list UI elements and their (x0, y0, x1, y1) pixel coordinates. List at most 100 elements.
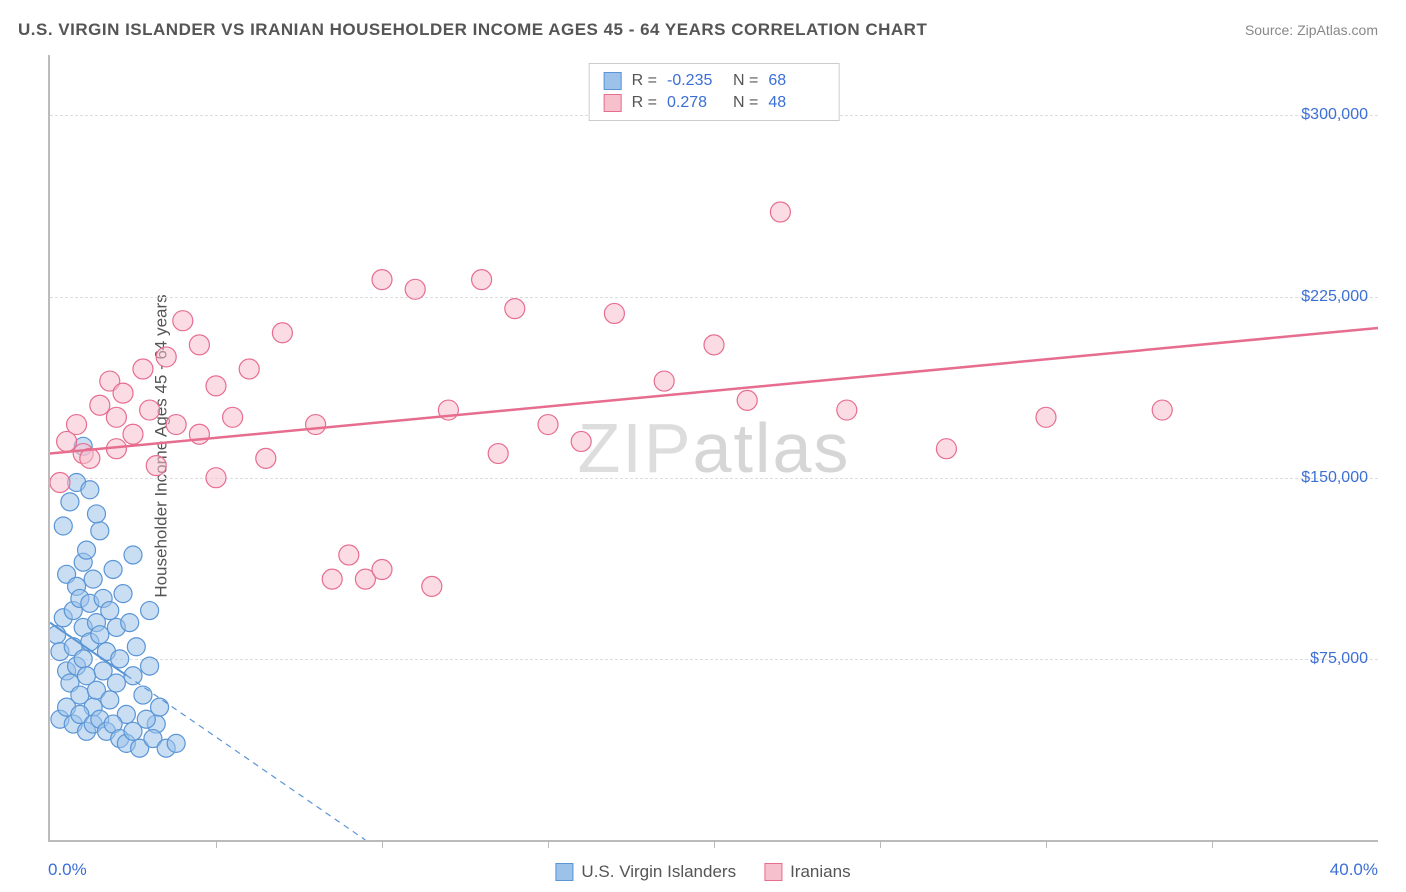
data-point (104, 715, 122, 733)
data-point (81, 633, 99, 651)
source-link[interactable]: ZipAtlas.com (1297, 22, 1378, 38)
x-axis-min-label: 0.0% (48, 860, 87, 880)
data-point (339, 545, 359, 565)
data-point (91, 710, 109, 728)
data-point (64, 602, 82, 620)
data-point (124, 722, 142, 740)
data-point (438, 400, 458, 420)
data-point (770, 202, 790, 222)
data-point (123, 424, 143, 444)
data-point (80, 448, 100, 468)
data-point (571, 431, 591, 451)
data-point (68, 577, 86, 595)
data-point (223, 407, 243, 427)
data-point (189, 424, 209, 444)
y-tick-label: $300,000 (1301, 106, 1368, 124)
data-point (166, 415, 186, 435)
data-point (147, 715, 165, 733)
data-point (137, 710, 155, 728)
data-point (84, 570, 102, 588)
data-point (51, 710, 69, 728)
correlation-legend: R = -0.235 N = 68 R =0.278N =48 (589, 63, 840, 121)
data-point (704, 335, 724, 355)
data-point (654, 371, 674, 391)
legend-swatch (555, 863, 573, 881)
gridline-h (50, 478, 1378, 479)
legend-r-value: -0.235 (667, 72, 723, 90)
gridline-h (50, 659, 1378, 660)
data-point (306, 415, 326, 435)
y-tick-label: $150,000 (1301, 469, 1368, 487)
legend-n-label: N = (733, 72, 758, 90)
data-point (124, 546, 142, 564)
legend-swatch (604, 94, 622, 112)
legend-item: Iranians (764, 862, 850, 882)
source-label: Source: (1245, 22, 1293, 38)
legend-item: U.S. Virgin Islanders (555, 862, 736, 882)
data-point (156, 347, 176, 367)
data-point (151, 698, 169, 716)
data-point (54, 609, 72, 627)
data-point (140, 400, 160, 420)
data-point (355, 569, 375, 589)
data-point (114, 585, 132, 603)
data-point (68, 474, 86, 492)
data-point (101, 691, 119, 709)
y-tick-label: $225,000 (1301, 288, 1368, 306)
data-point (189, 335, 209, 355)
data-point (64, 715, 82, 733)
data-point (117, 705, 135, 723)
legend-row: R =0.278N =48 (604, 92, 825, 114)
source-attribution: Source: ZipAtlas.com (1245, 22, 1378, 38)
data-point (144, 730, 162, 748)
data-point (58, 662, 76, 680)
legend-row: R = -0.235 N = 68 (604, 70, 825, 92)
data-point (71, 686, 89, 704)
legend-n-value: 68 (768, 72, 824, 90)
data-point (737, 390, 757, 410)
watermark-text: ZIPatlas (578, 408, 851, 488)
data-point (422, 576, 442, 596)
gridline-h (50, 297, 1378, 298)
data-point (74, 553, 92, 571)
data-point (78, 667, 96, 685)
scatter-plot-svg (50, 55, 1378, 840)
data-point (106, 439, 126, 459)
legend-r-label: R = (632, 72, 657, 90)
data-point (256, 448, 276, 468)
data-point (372, 270, 392, 290)
data-point (74, 618, 92, 636)
trend-line (50, 623, 126, 676)
data-point (64, 638, 82, 656)
data-point (372, 559, 392, 579)
data-point (71, 589, 89, 607)
x-axis-max-label: 40.0% (1330, 860, 1378, 880)
legend-label: Iranians (790, 862, 850, 882)
data-point (81, 481, 99, 499)
x-tick (216, 840, 217, 848)
data-point (107, 674, 125, 692)
data-point (90, 395, 110, 415)
data-point (58, 698, 76, 716)
data-point (100, 371, 120, 391)
data-point (121, 614, 139, 632)
data-point (67, 415, 87, 435)
legend-n-label: N = (733, 94, 758, 112)
data-point (73, 444, 93, 464)
x-tick (714, 840, 715, 848)
legend-label: U.S. Virgin Islanders (581, 862, 736, 882)
data-point (505, 299, 525, 319)
data-point (101, 602, 119, 620)
data-point (538, 415, 558, 435)
x-tick (1046, 840, 1047, 848)
data-point (167, 734, 185, 752)
data-point (157, 739, 175, 757)
data-point (113, 383, 133, 403)
legend-r-label: R = (632, 94, 657, 112)
series-legend: U.S. Virgin Islanders Iranians (555, 862, 850, 882)
data-point (1036, 407, 1056, 427)
data-point (837, 400, 857, 420)
x-tick (382, 840, 383, 848)
data-point (87, 681, 105, 699)
data-point (117, 734, 135, 752)
